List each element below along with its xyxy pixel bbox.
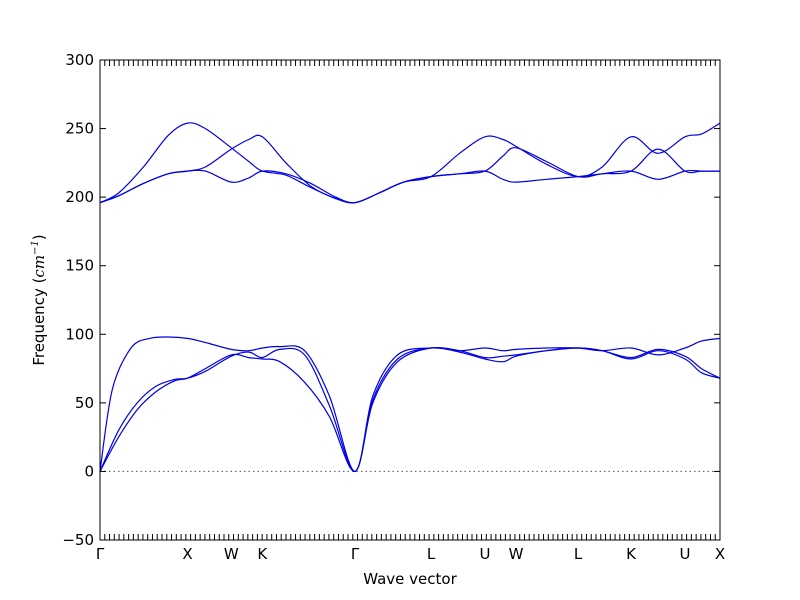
kpoint-label: Γ — [351, 545, 360, 563]
band-line-4 — [99, 169, 720, 204]
y-tick-label: 100 — [65, 325, 94, 343]
axis-ticks-layer — [99, 59, 721, 541]
band-lines-layer — [99, 122, 721, 473]
band-line-6 — [99, 122, 720, 204]
kpoint-label: K — [626, 545, 637, 563]
x-axis-title: Wave vector — [363, 570, 457, 588]
kpoint-label: Γ — [96, 545, 105, 563]
y-axis-title: Frequency (cm−1) — [30, 234, 48, 365]
y-axis-title-exponent: −1 — [30, 240, 41, 255]
band-line-3 — [99, 336, 721, 473]
kpoint-label: X — [715, 545, 725, 563]
kpoint-label: W — [509, 545, 524, 563]
y-tick-label: −50 — [62, 531, 94, 549]
y-axis-title-unit: cm — [30, 255, 48, 278]
kpoint-label: U — [480, 545, 491, 563]
kpoint-label: L — [427, 545, 436, 563]
kpoint-label: K — [257, 545, 268, 563]
y-tick-labels: −50 0 50 100 150 200 250 300 — [62, 51, 94, 549]
band-line-2 — [99, 347, 721, 472]
y-tick-label: 50 — [75, 394, 94, 412]
band-line-5 — [99, 122, 721, 204]
kpoint-label: U — [679, 545, 690, 563]
kpoint-label: X — [182, 545, 192, 563]
y-tick-label: 150 — [65, 257, 94, 275]
y-axis-title-main: Frequency ( — [30, 278, 48, 366]
y-tick-label: 0 — [84, 462, 94, 480]
y-axis-title-close: ) — [30, 234, 48, 240]
y-tick-label: 300 — [65, 51, 94, 69]
y-tick-label: 200 — [65, 188, 94, 206]
band-line-1 — [99, 347, 721, 472]
plot-frame — [99, 59, 721, 541]
kpoint-label: W — [224, 545, 239, 563]
kpoint-label: L — [574, 545, 583, 563]
y-tick-label: 250 — [65, 120, 94, 138]
